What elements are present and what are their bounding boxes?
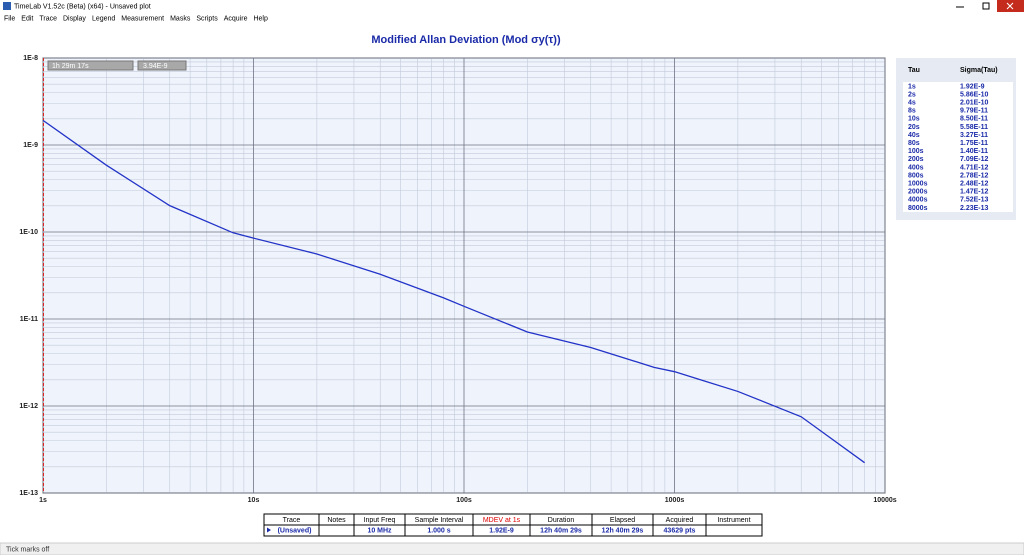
y-tick-label: 1E-9 bbox=[23, 142, 38, 149]
tau-cell: 2s bbox=[908, 91, 916, 98]
menu-item[interactable]: Help bbox=[253, 15, 268, 22]
cell: (Unsaved) bbox=[278, 527, 312, 534]
data-line bbox=[42, 119, 865, 464]
tau-cell: 8s bbox=[908, 108, 916, 115]
sigma-cell: 7.52E-13 bbox=[960, 197, 989, 204]
x-tick-label: 1000s bbox=[665, 497, 685, 504]
column-header: Trace bbox=[283, 517, 301, 524]
x-tick-label: 10s bbox=[248, 497, 260, 504]
window-title: TimeLab V1.52c (Beta) (x64) - Unsaved pl… bbox=[14, 3, 151, 10]
row-selector bbox=[267, 527, 271, 533]
menu-item[interactable]: Edit bbox=[21, 15, 33, 22]
tau-cell: 4s bbox=[908, 100, 916, 107]
x-tick-label: 10000s bbox=[873, 497, 896, 504]
cell: 12h 40m 29s bbox=[602, 527, 644, 534]
sigma-cell: 5.58E-11 bbox=[960, 124, 988, 131]
menu-item[interactable]: Display bbox=[63, 15, 86, 22]
x-tick-label: 1s bbox=[39, 497, 47, 504]
window-controls[interactable] bbox=[956, 0, 1024, 12]
column-header: Instrument bbox=[717, 517, 750, 524]
y-tick-label: 1E-11 bbox=[20, 316, 38, 323]
sigma-cell: 2.01E-10 bbox=[960, 100, 989, 107]
chart-title: Modified Allan Deviation (Mod σy(τ)) bbox=[371, 34, 561, 46]
tau-cell: 1000s bbox=[908, 181, 928, 188]
menu-item[interactable]: Trace bbox=[39, 15, 57, 22]
column-header: MDEV at 1s bbox=[483, 517, 521, 524]
y-tick-label: 1E-8 bbox=[23, 55, 38, 62]
sigma-cell: 4.71E-12 bbox=[960, 164, 989, 171]
menu-item[interactable]: Legend bbox=[92, 15, 115, 22]
menu-item[interactable]: File bbox=[4, 15, 15, 22]
tau-cell: 80s bbox=[908, 140, 920, 147]
cursor-time-box bbox=[47, 60, 134, 71]
sigma-cell: 1.75E-11 bbox=[960, 140, 988, 147]
y-tick-label: 1E-10 bbox=[19, 229, 38, 236]
column-header: Notes bbox=[327, 517, 346, 524]
tau-cell: 2000s bbox=[908, 189, 928, 196]
tau-cell: 20s bbox=[908, 124, 920, 131]
menu-item[interactable]: Scripts bbox=[196, 15, 218, 22]
menu-bar bbox=[0, 12, 1024, 24]
cell: 10 MHz bbox=[367, 527, 392, 534]
cursor-value: 3.94E-9 bbox=[143, 63, 168, 70]
sigma-cell: 8.50E-11 bbox=[960, 116, 988, 123]
column-header: Duration bbox=[548, 517, 575, 524]
tau-cell: 800s bbox=[908, 172, 924, 179]
tau-cell: 400s bbox=[908, 164, 924, 171]
column-header: Acquired bbox=[666, 517, 694, 524]
tau-cell: 100s bbox=[908, 148, 924, 155]
stats-body bbox=[903, 82, 1013, 212]
app-icon bbox=[3, 2, 11, 10]
sigma-cell: 5.86E-10 bbox=[960, 91, 989, 98]
column-header: Elapsed bbox=[610, 517, 635, 524]
x-tick-label: 100s bbox=[456, 497, 472, 504]
cell: 12h 40m 29s bbox=[540, 527, 582, 534]
tau-cell: 200s bbox=[908, 156, 924, 163]
cell: 1.000 s bbox=[427, 527, 450, 534]
tau-cell: 40s bbox=[908, 132, 920, 139]
tau-cell: 4000s bbox=[908, 197, 928, 204]
menu-item[interactable]: Masks bbox=[170, 15, 191, 22]
sigma-cell: 2.48E-12 bbox=[960, 181, 989, 188]
tau-cell: 8000s bbox=[908, 205, 928, 212]
sigma-cell: 9.79E-11 bbox=[960, 108, 988, 115]
tau-cell: 10s bbox=[908, 116, 920, 123]
title-bar bbox=[0, 0, 1024, 12]
cell: 1.92E-9 bbox=[489, 527, 514, 534]
sigma-cell: 1.92E-9 bbox=[960, 83, 985, 90]
status-text: Tick marks off bbox=[6, 546, 49, 553]
sigma-cell: 1.47E-12 bbox=[960, 189, 989, 196]
stats-header: Tau bbox=[908, 67, 920, 74]
maximize-button[interactable] bbox=[982, 2, 990, 10]
cell: 43629 pts bbox=[664, 527, 696, 534]
y-tick-label: 1E-12 bbox=[19, 403, 38, 410]
y-tick-label: 1E-13 bbox=[19, 490, 38, 497]
column-header: Sample Interval bbox=[415, 517, 464, 524]
tau-cell: 1s bbox=[908, 83, 916, 90]
menu-item[interactable]: Acquire bbox=[224, 15, 248, 22]
sigma-cell: 2.78E-12 bbox=[960, 172, 989, 179]
sigma-cell: 2.23E-13 bbox=[960, 205, 989, 212]
stats-header: Sigma(Tau) bbox=[960, 67, 998, 74]
cursor-time: 1h 29m 17s bbox=[52, 63, 89, 70]
menu-item[interactable]: Measurement bbox=[121, 15, 164, 22]
column-header: Input Freq bbox=[364, 517, 396, 524]
sigma-cell: 7.09E-12 bbox=[960, 156, 989, 163]
close-icon bbox=[1006, 2, 1014, 10]
status-bar bbox=[0, 542, 1024, 555]
cursor-value-box bbox=[137, 60, 187, 71]
sigma-cell: 3.27E-11 bbox=[960, 132, 988, 139]
sigma-cell: 1.40E-11 bbox=[960, 148, 988, 155]
